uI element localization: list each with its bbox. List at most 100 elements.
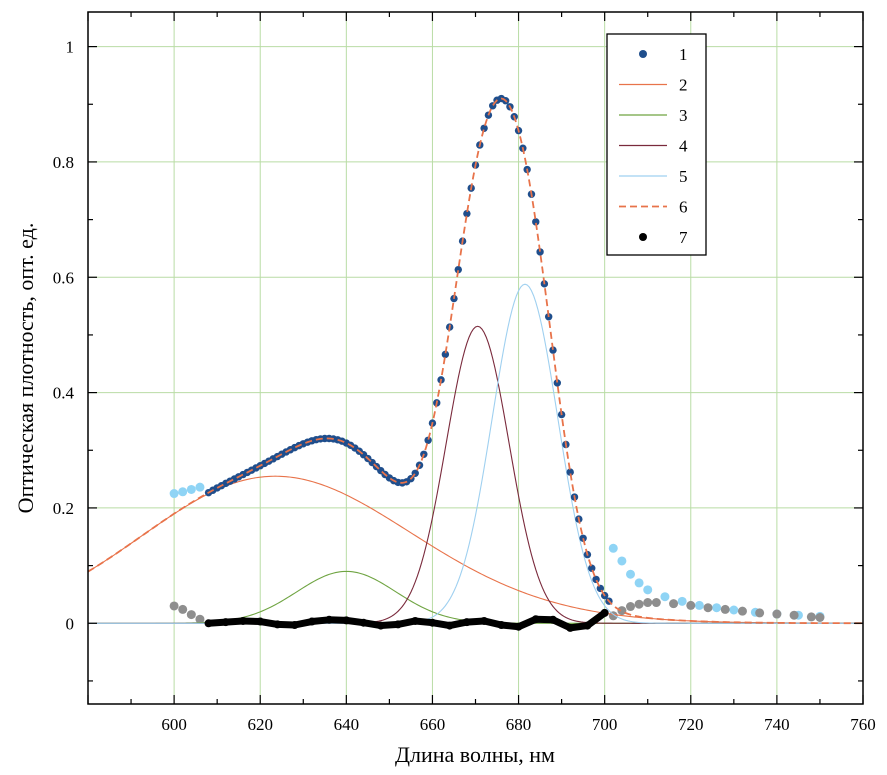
extra-marker-point — [626, 602, 635, 612]
extra-marker-point — [651, 598, 661, 608]
extra-marker-point — [626, 569, 635, 579]
y-tick-label: 0 — [66, 614, 75, 633]
x-tick-label: 760 — [850, 715, 876, 734]
series-7-point — [497, 620, 506, 629]
extra-marker-point — [186, 610, 196, 620]
y-tick-label: 0.6 — [53, 268, 74, 287]
extra-marker-point — [608, 543, 618, 553]
series-7-point — [549, 615, 557, 624]
legend-box — [606, 33, 707, 256]
legend-label-4: 4 — [679, 137, 688, 156]
series-1-point — [579, 534, 587, 542]
series-1-point — [588, 564, 596, 572]
series-1-point — [553, 379, 562, 387]
extra-marker-series — [169, 482, 825, 621]
series-layer — [87, 94, 863, 632]
series-7-point — [239, 616, 247, 625]
extra-marker-point — [178, 487, 188, 497]
series-1-point — [480, 124, 488, 132]
extra-marker-point — [712, 603, 722, 613]
legend-label-2: 2 — [679, 76, 688, 95]
series-7-point — [376, 621, 385, 630]
series-1-point — [536, 248, 544, 256]
legend-marker-7 — [639, 233, 647, 241]
series-1-point — [596, 584, 605, 593]
series-7-point — [514, 622, 523, 631]
series-line-6 — [87, 97, 863, 625]
extra-marker-point — [178, 604, 188, 614]
series-7-point — [221, 618, 230, 627]
x-tick-label: 680 — [506, 715, 532, 734]
y-tick-label: 0.8 — [53, 153, 74, 172]
legend-label-7: 7 — [679, 228, 688, 247]
y-axis-label: Оптическая плотность, опт. ед. — [13, 223, 38, 514]
x-tick-label: 660 — [420, 715, 446, 734]
extra-marker-point — [720, 604, 730, 614]
x-tick-label: 720 — [678, 715, 704, 734]
plot-frame — [87, 11, 864, 705]
legend-label-6: 6 — [679, 198, 688, 217]
series-7-point — [256, 617, 265, 626]
series-1-point — [549, 346, 557, 354]
extra-marker-point — [195, 614, 205, 624]
axis-ticks — [87, 12, 864, 704]
extra-marker-point — [634, 599, 644, 609]
series-7-point — [411, 616, 420, 625]
series-1-point — [566, 468, 574, 476]
series-7-point — [428, 618, 437, 627]
extra-marker-point — [772, 609, 782, 619]
series-7-point — [290, 620, 299, 629]
series-7-point — [394, 620, 402, 629]
series-line-4 — [88, 325, 863, 624]
extra-marker-series — [169, 598, 825, 624]
extra-marker-point — [643, 598, 653, 608]
series-7-point — [600, 608, 609, 617]
extra-marker-point — [634, 578, 644, 588]
x-tick-label: 740 — [764, 715, 790, 734]
series-7-point — [273, 620, 282, 629]
series-7-line — [205, 609, 609, 632]
extra-marker-point — [737, 606, 747, 616]
series-7-point — [359, 618, 368, 627]
series-7-point — [342, 616, 351, 625]
gridlines — [88, 12, 863, 704]
series-7-point — [325, 615, 334, 624]
legend: 1 2 3 4 5 6 7 — [606, 33, 707, 256]
extra-marker-point — [669, 599, 679, 609]
extra-marker-point — [608, 611, 618, 621]
series-line-2 — [87, 475, 863, 624]
series-7-point — [566, 623, 575, 632]
legend-label-5: 5 — [679, 167, 688, 186]
extra-marker-point — [660, 592, 670, 602]
series-line-5 — [88, 283, 863, 624]
legend-label-3: 3 — [679, 106, 688, 125]
series-1-point — [441, 350, 450, 359]
x-axis-label: Длина волны, нм — [395, 742, 555, 767]
extra-marker-point — [789, 610, 799, 620]
series-7-point — [445, 621, 454, 630]
legend-marker-1 — [639, 50, 647, 58]
extra-marker-point — [617, 556, 627, 566]
x-tick-label: 640 — [334, 715, 360, 734]
extra-marker-point — [755, 608, 765, 618]
extra-marker-point — [195, 482, 205, 492]
extra-marker-point — [169, 489, 179, 499]
extra-marker-point — [729, 605, 739, 615]
extra-marker-point — [703, 603, 713, 613]
series-7-point — [583, 621, 592, 630]
extra-marker-point — [694, 600, 704, 610]
extra-marker-point — [806, 612, 816, 622]
y-tick-label: 0.2 — [53, 499, 74, 518]
x-tick-label: 620 — [247, 715, 273, 734]
extra-marker-point — [643, 585, 653, 595]
y-tick-label: 1 — [66, 38, 75, 57]
series-1-markers — [204, 94, 613, 605]
y-tick-label: 0.4 — [53, 384, 75, 403]
tick-labels: 600 620 640 660 680 700 720 740 760 0 0.2 0.4 0.6 0.8… — [53, 38, 876, 734]
x-tick-label: 700 — [592, 715, 618, 734]
extra-marker-point — [686, 600, 696, 610]
series-7-point — [462, 618, 471, 627]
extra-marker-point — [677, 596, 687, 606]
extra-marker-point — [169, 601, 179, 611]
